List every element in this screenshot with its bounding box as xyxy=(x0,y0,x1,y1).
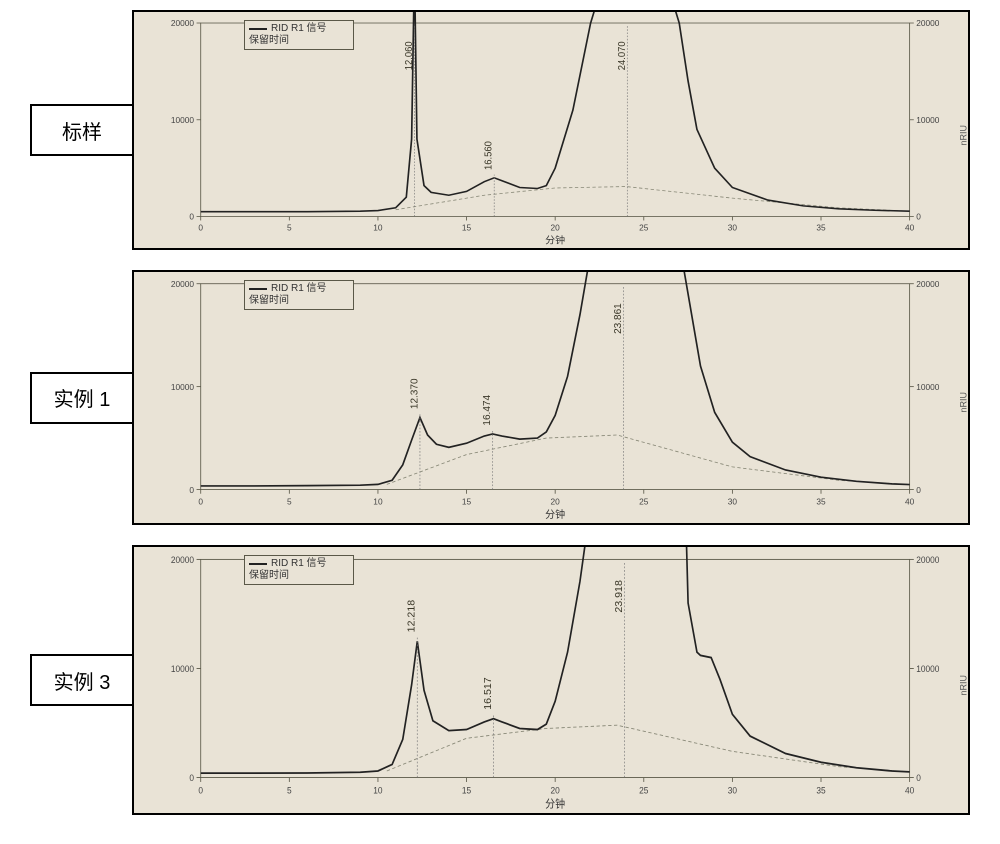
y-axis-unit-right: nRIU xyxy=(959,125,969,146)
plot-frame xyxy=(201,284,910,490)
y-tick-label-right: 0 xyxy=(916,213,921,222)
peak-rt-label: 16.474 xyxy=(482,394,493,425)
plot-frame xyxy=(201,23,910,217)
x-tick-label: 10 xyxy=(373,224,383,233)
y-tick-label-right: 20000 xyxy=(916,279,940,289)
x-tick-label: 5 xyxy=(287,224,292,233)
chart-panel-row: 实例 3 0 5 10 15 20 25 30 35 40 分钟 0 10000 20000 0 10000 2… xyxy=(30,545,970,815)
peak-rt-label: 16.560 xyxy=(483,141,494,170)
x-tick-label: 40 xyxy=(905,224,915,233)
chromatogram-svg: 0 5 10 15 20 25 30 35 40 分钟 0 10000 20000 0 10000 20000… xyxy=(134,547,968,813)
legend-swatch xyxy=(249,563,267,565)
peak-rt-label: 12.218 xyxy=(407,600,418,633)
legend-row: RID R1 信号 xyxy=(249,23,349,35)
peak-rt-label: 16.517 xyxy=(483,677,494,710)
x-tick-label: 0 xyxy=(198,224,203,233)
peak-rt-label: 23.918 xyxy=(614,580,625,613)
legend-row: 保留时间 xyxy=(249,570,349,582)
x-tick-label: 30 xyxy=(728,224,738,233)
x-tick-label: 20 xyxy=(551,497,561,507)
legend: RID R1 信号保留时间 xyxy=(244,20,354,50)
x-tick-label: 35 xyxy=(816,497,826,507)
y-tick-label: 10000 xyxy=(171,664,194,674)
legend-text-1: RID R1 信号 xyxy=(271,23,327,35)
legend-row: 保留时间 xyxy=(249,295,349,307)
y-tick-label: 20000 xyxy=(171,19,195,28)
y-tick-label-right: 0 xyxy=(916,773,921,783)
legend-swatch xyxy=(249,28,267,30)
x-tick-label: 15 xyxy=(462,224,472,233)
panel-label: 标样 xyxy=(30,104,134,156)
x-tick-label: 40 xyxy=(905,785,914,795)
y-axis-unit-right: nRIU xyxy=(959,392,969,413)
y-tick-label-right: 10000 xyxy=(916,382,940,392)
y-tick-label: 20000 xyxy=(171,555,194,565)
chart-box: 0 5 10 15 20 25 30 35 40 分钟 0 10000 20000 0 10000 20000… xyxy=(132,270,970,525)
x-tick-label: 40 xyxy=(905,497,915,507)
chart-panel-row: 标样 0 5 10 15 20 25 30 35 40 分钟 0 10000 20000 0 10000 200… xyxy=(30,10,970,250)
x-tick-label: 20 xyxy=(551,224,561,233)
legend-row: RID R1 信号 xyxy=(249,558,349,570)
legend-text-2: 保留时间 xyxy=(249,295,289,307)
legend-text-2: 保留时间 xyxy=(249,35,289,47)
x-tick-label: 10 xyxy=(373,497,383,507)
y-tick-label-right: 10000 xyxy=(916,116,940,125)
y-axis-unit-right: nRIU xyxy=(959,675,969,696)
legend: RID R1 信号保留时间 xyxy=(244,280,354,310)
x-tick-label: 10 xyxy=(373,785,382,795)
x-tick-label: 0 xyxy=(198,785,203,795)
baseline-curve xyxy=(387,725,910,772)
y-tick-label-right: 20000 xyxy=(916,19,940,28)
panel-label: 实例 3 xyxy=(30,654,134,706)
peak-rt-label: 12.370 xyxy=(409,378,420,409)
plot-frame xyxy=(201,559,910,777)
legend-text-1: RID R1 信号 xyxy=(271,283,327,295)
legend-row: RID R1 信号 xyxy=(249,283,349,295)
y-tick-label-right: 10000 xyxy=(916,664,939,674)
y-tick-label-right: 0 xyxy=(916,485,921,495)
legend-swatch xyxy=(249,288,267,290)
x-tick-label: 35 xyxy=(816,224,826,233)
peak-rt-label: 12.060 xyxy=(404,41,415,70)
x-tick-label: 5 xyxy=(287,497,292,507)
x-tick-label: 0 xyxy=(198,497,203,507)
x-tick-label: 35 xyxy=(816,785,825,795)
chart-box: 0 5 10 15 20 25 30 35 40 分钟 0 10000 20000 0 10000 20000… xyxy=(132,10,970,250)
charts-container: 标样0510152025303540分钟01000020000010000200… xyxy=(30,10,970,815)
x-tick-label: 5 xyxy=(287,785,292,795)
x-axis-label: 分钟 xyxy=(545,508,565,521)
y-tick-label: 10000 xyxy=(171,382,195,392)
panel-label: 实例 1 xyxy=(30,372,134,424)
legend-text-1: RID R1 信号 xyxy=(271,558,327,570)
legend-text-2: 保留时间 xyxy=(249,570,289,582)
x-axis-label: 分钟 xyxy=(545,797,565,810)
x-tick-label: 25 xyxy=(639,785,648,795)
y-tick-label: 0 xyxy=(189,773,194,783)
y-tick-label: 10000 xyxy=(171,116,195,125)
x-tick-label: 15 xyxy=(462,497,472,507)
baseline-curve xyxy=(387,435,910,485)
x-axis-label: 分钟 xyxy=(545,234,565,247)
y-tick-label-right: 20000 xyxy=(916,555,939,565)
x-tick-label: 25 xyxy=(639,497,649,507)
chart-box: 0 5 10 15 20 25 30 35 40 分钟 0 10000 20000 0 10000 20000… xyxy=(132,545,970,815)
peak-rt-label: 24.070 xyxy=(617,41,628,70)
x-tick-label: 20 xyxy=(551,785,560,795)
page: 标样0510152025303540分钟01000020000010000200… xyxy=(0,0,1000,844)
legend: RID R1 信号保留时间 xyxy=(244,555,354,585)
x-tick-label: 30 xyxy=(728,497,738,507)
x-tick-label: 25 xyxy=(639,224,649,233)
x-tick-label: 30 xyxy=(728,785,737,795)
chart-panel-row: 实例 1 0 5 10 15 20 25 30 35 40 分钟 0 10000 20000 0 10000 2… xyxy=(30,270,970,525)
peak-rt-label: 23.861 xyxy=(613,303,624,334)
x-tick-label: 15 xyxy=(462,785,471,795)
legend-row: 保留时间 xyxy=(249,35,349,47)
y-tick-label: 0 xyxy=(189,213,194,222)
y-tick-label: 0 xyxy=(189,485,194,495)
y-tick-label: 20000 xyxy=(171,279,195,289)
